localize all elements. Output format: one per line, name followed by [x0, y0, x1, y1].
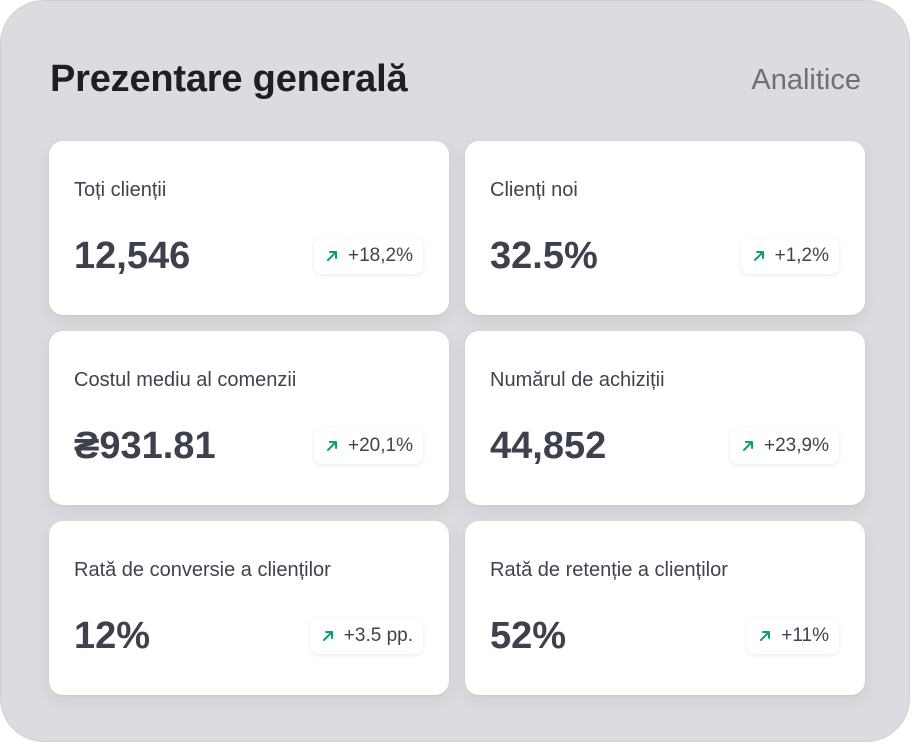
change-badge: +3.5 pp. [309, 618, 423, 654]
metric-label: Numărul de achiziții [490, 369, 665, 391]
arrow-up-right-icon [760, 631, 771, 641]
change-badge: +23,9% [730, 428, 839, 464]
metric-value: ₴931.81 [74, 425, 216, 467]
arrow-up-right-icon [327, 441, 338, 451]
arrow-up-right-icon [322, 631, 333, 641]
metric-card-total-customers[interactable]: Toți clienții 12,546 +18,2% [49, 141, 449, 315]
page-title: Prezentare generală [50, 58, 408, 100]
analytics-link[interactable]: Analitice [751, 64, 861, 96]
metric-value: 12,546 [74, 235, 191, 277]
change-value: +3.5 pp. [343, 625, 413, 646]
metrics-grid: Toți clienții 12,546 +18,2% Clienți noi … [49, 141, 865, 695]
metric-card-retention-rate[interactable]: Rată de retenție a clienților 52% +11% [465, 521, 865, 695]
metric-card-new-customers[interactable]: Clienți noi 32.5% +1,2% [465, 141, 865, 315]
metric-card-average-order-cost[interactable]: Costul mediu al comenzii ₴931.81 +20,1% [49, 331, 449, 505]
change-badge: +18,2% [314, 238, 423, 274]
metric-value: 32.5% [490, 235, 598, 277]
arrow-up-right-icon [743, 441, 754, 451]
metric-label: Rată de retenție a clienților [490, 559, 728, 581]
change-badge: +20,1% [314, 428, 423, 464]
metric-label: Clienți noi [490, 179, 578, 201]
metric-label: Rată de conversie a clienților [74, 559, 331, 581]
change-value: +20,1% [348, 435, 413, 456]
change-badge: +1,2% [740, 238, 839, 274]
change-value: +11% [781, 625, 829, 646]
arrow-up-right-icon [753, 251, 764, 261]
change-badge: +11% [747, 618, 839, 654]
arrow-up-right-icon [327, 251, 338, 261]
metric-label: Costul mediu al comenzii [74, 369, 297, 391]
change-value: +23,9% [764, 435, 829, 456]
metric-card-conversion-rate[interactable]: Rată de conversie a clienților 12% +3.5 … [49, 521, 449, 695]
metric-value: 52% [490, 615, 567, 657]
metric-card-purchases-count[interactable]: Numărul de achiziții 44,852 +23,9% [465, 331, 865, 505]
metric-value: 44,852 [490, 425, 607, 467]
change-value: +18,2% [348, 245, 413, 266]
change-value: +1,2% [774, 245, 829, 266]
metric-value: 12% [74, 615, 151, 657]
metric-label: Toți clienții [74, 179, 167, 201]
